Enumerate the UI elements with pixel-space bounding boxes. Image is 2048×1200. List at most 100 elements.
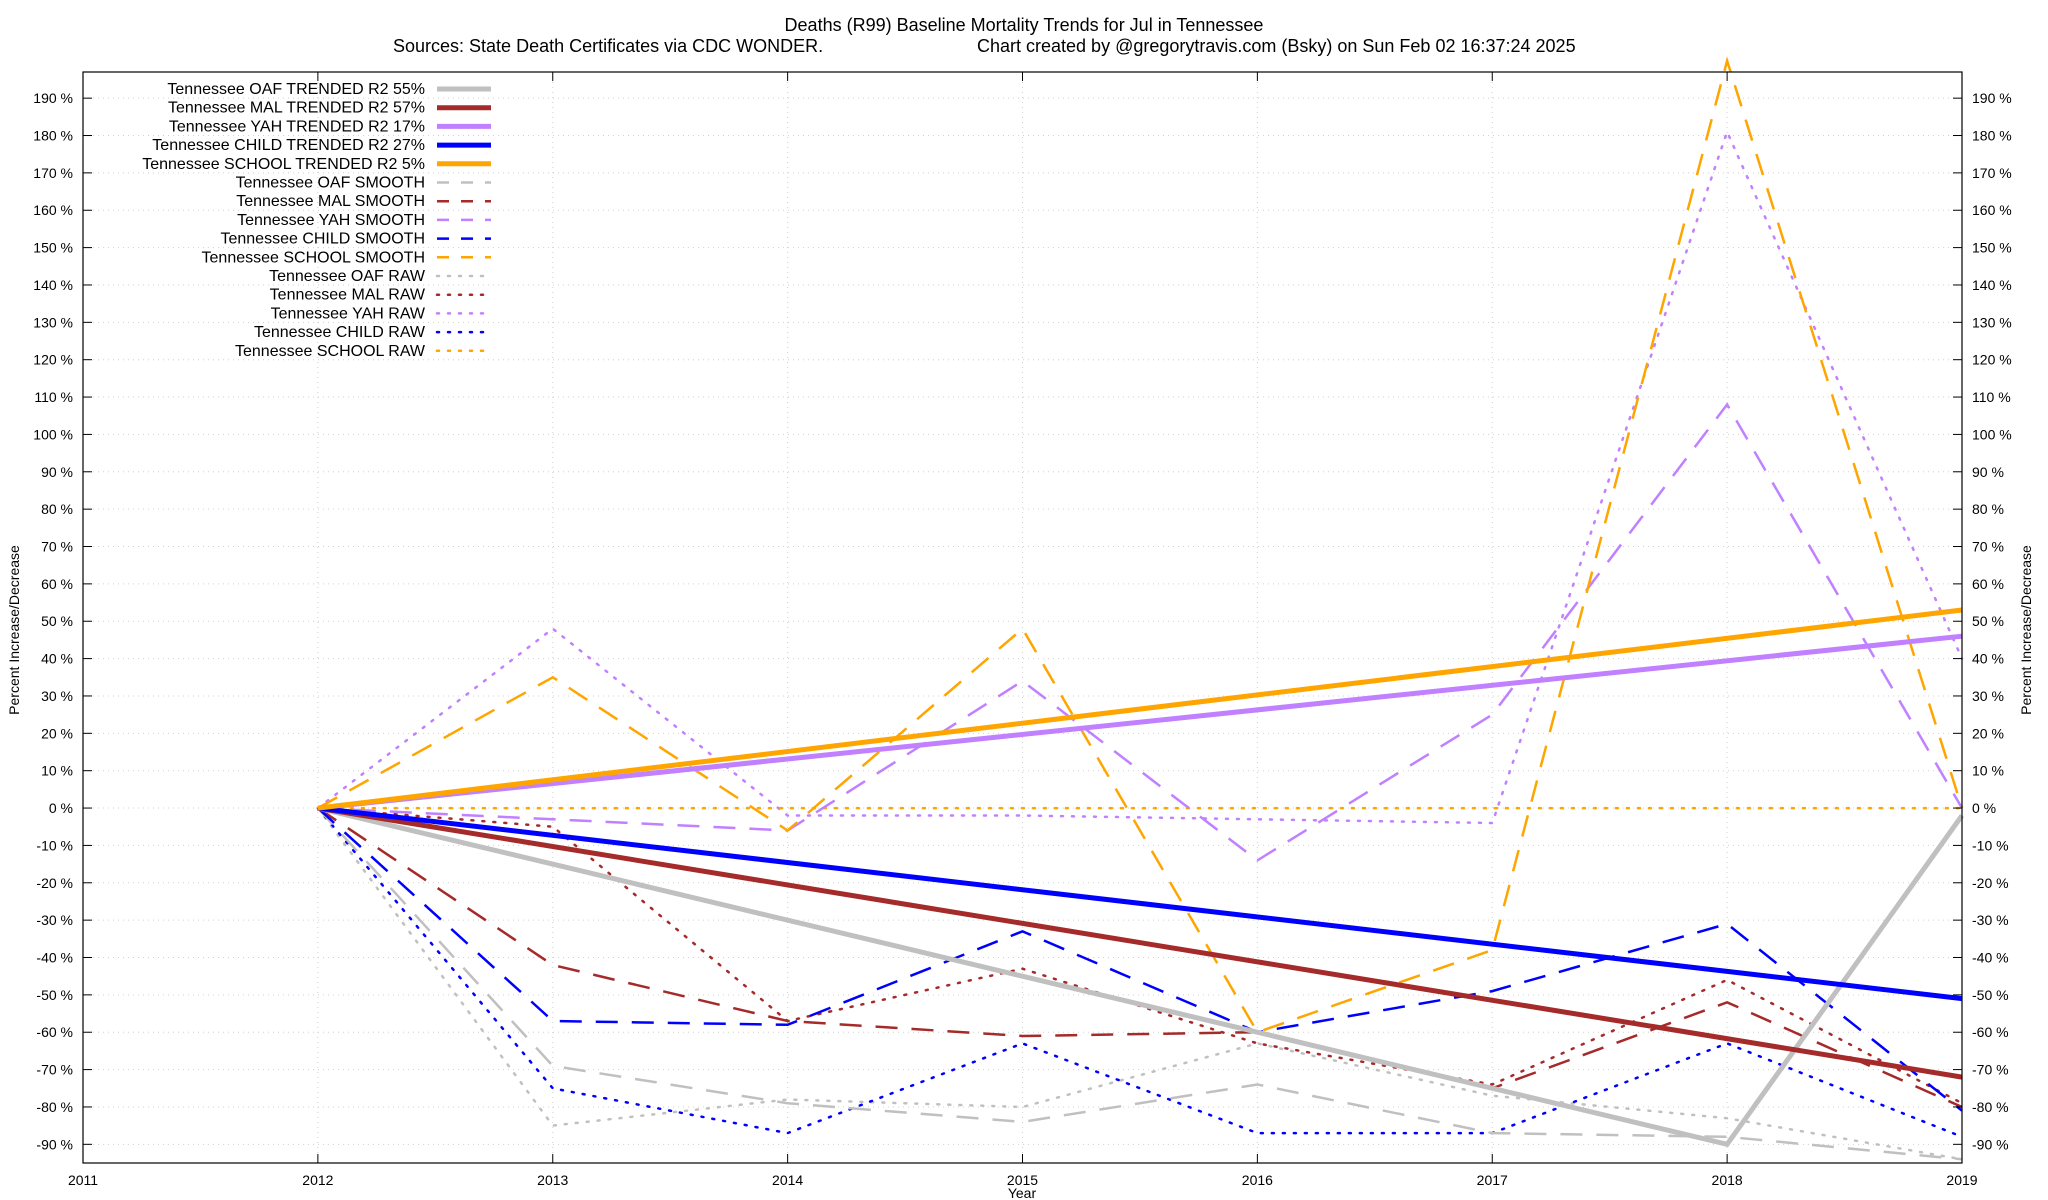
y-tick-label-right: -70 %	[1972, 1062, 2009, 1078]
y-tick-label-right: 70 %	[1972, 539, 2004, 555]
legend-label: Tennessee OAF TRENDED R2 55%	[167, 81, 425, 98]
y-tick-label-right: 20 %	[1972, 725, 2004, 741]
x-tick-label: 2013	[537, 1172, 568, 1188]
y-tick-label-left: 70 %	[41, 539, 73, 555]
y-tick-label-right: 90 %	[1972, 464, 2004, 480]
series-line-tennessee-yah-raw	[316, 128, 1964, 825]
legend-label: Tennessee MAL SMOOTH	[236, 193, 425, 210]
y-tick-label-left: 30 %	[41, 688, 73, 704]
y-tick-label-right: 80 %	[1972, 501, 2004, 517]
legend-label: Tennessee CHILD RAW	[254, 324, 426, 341]
y-axis-label-right: Percent Increase/Decrease	[2018, 545, 2034, 715]
legend-label: Tennessee YAH TRENDED R2 17%	[169, 118, 425, 135]
legend-label: Tennessee OAF RAW	[269, 268, 426, 285]
y-tick-label-left: 160 %	[33, 202, 73, 218]
y-tick-label-left: 110 %	[34, 389, 73, 405]
y-tick-label-right: -30 %	[1972, 912, 2009, 928]
series-line-tennessee-yah-trended-r2-17	[317, 633, 1963, 811]
y-tick-label-right: 110 %	[1972, 389, 2011, 405]
x-tick-label: 2014	[772, 1172, 803, 1188]
x-tick-label: 2019	[1946, 1172, 1977, 1188]
y-tick-label-left: 40 %	[41, 651, 73, 667]
legend-label: Tennessee CHILD TRENDED R2 27%	[152, 137, 425, 154]
legend-label: Tennessee MAL RAW	[270, 287, 426, 304]
y-axis-label-left: Percent Increase/Decrease	[6, 545, 22, 715]
y-tick-label-left: 60 %	[41, 576, 73, 592]
legend-label: Tennessee YAH RAW	[271, 305, 426, 322]
x-tick-label: 2017	[1477, 1172, 1508, 1188]
y-tick-label-right: -20 %	[1972, 875, 2009, 891]
legend-label: Tennessee CHILD SMOOTH	[220, 231, 425, 248]
y-tick-label-left: 130 %	[33, 314, 73, 330]
x-tick-label: 2016	[1242, 1172, 1273, 1188]
y-tick-label-right: -60 %	[1972, 1024, 2009, 1040]
y-tick-label-left: 170 %	[33, 165, 73, 181]
series-line-tennessee-child-raw	[316, 806, 1964, 1139]
y-tick-label-right: 180 %	[1972, 128, 2012, 144]
y-tick-label-left: 120 %	[33, 352, 73, 368]
y-tick-label-right: -10 %	[1972, 837, 2009, 853]
y-tick-label-right: 150 %	[1972, 240, 2012, 256]
y-tick-label-left: -80 %	[36, 1099, 73, 1115]
series-line-tennessee-child-trended-r2-27	[317, 805, 1963, 1002]
y-tick-label-left: -30 %	[36, 912, 73, 928]
axis-ticks: -90 % -90 % -80 % -80 % -70 % -70 % -60 % -60 %…	[33, 72, 2012, 1188]
y-tick-label-left: 20 %	[41, 725, 73, 741]
y-tick-label-left: 80 %	[41, 501, 73, 517]
y-tick-label-left: 0 %	[49, 800, 73, 816]
series-line-tennessee-mal-trended-r2-57	[317, 805, 1963, 1080]
x-axis-label: Year	[1008, 1185, 1037, 1200]
y-tick-label-left: -60 %	[36, 1024, 73, 1040]
x-tick-label: 2018	[1712, 1172, 1743, 1188]
y-tick-label-left: 100 %	[33, 426, 73, 442]
y-tick-label-right: 50 %	[1972, 613, 2004, 629]
y-tick-label-left: -90 %	[36, 1136, 73, 1152]
x-tick-label: 2012	[302, 1172, 333, 1188]
y-tick-label-right: -40 %	[1972, 950, 2009, 966]
legend-label: Tennessee SCHOOL SMOOTH	[202, 249, 425, 266]
grid-lines	[83, 72, 1962, 1163]
y-tick-label-left: 10 %	[41, 763, 73, 779]
series-line-tennessee-school-trended-r2-5	[317, 607, 1963, 811]
y-tick-label-right: 170 %	[1972, 165, 2012, 181]
y-tick-label-left: 90 %	[41, 464, 73, 480]
x-tick-label: 2011	[68, 1172, 98, 1188]
y-tick-label-left: 50 %	[41, 613, 73, 629]
y-tick-label-right: 130 %	[1972, 314, 2012, 330]
chart-subtitle-credit: Chart created by @gregorytravis.com (Bsk…	[977, 36, 1576, 56]
legend-label: Tennessee SCHOOL RAW	[235, 343, 426, 360]
y-tick-label-right: 60 %	[1972, 576, 2004, 592]
plot-series	[316, 56, 1965, 1161]
y-tick-label-right: 0 %	[1972, 800, 1996, 816]
legend: Tennessee OAF TRENDED R2 55% Tennessee MA…	[142, 81, 493, 360]
y-tick-label-left: 180 %	[33, 128, 73, 144]
y-tick-label-right: -80 %	[1972, 1099, 2009, 1115]
y-tick-label-left: 150 %	[33, 240, 73, 256]
y-tick-label-right: -50 %	[1972, 987, 2009, 1003]
y-tick-label-right: 160 %	[1972, 202, 2012, 218]
y-tick-label-right: 10 %	[1972, 763, 2004, 779]
y-tick-label-left: -50 %	[36, 987, 73, 1003]
y-tick-label-right: 140 %	[1972, 277, 2012, 293]
y-tick-label-left: 190 %	[33, 90, 73, 106]
y-tick-label-right: 40 %	[1972, 651, 2004, 667]
chart-subtitle-source: Sources: State Death Certificates via CD…	[393, 36, 823, 56]
legend-label: Tennessee MAL TRENDED R2 57%	[168, 100, 425, 117]
series-line-tennessee-school-smooth	[317, 56, 1964, 1034]
series-line-tennessee-mal-smooth	[317, 807, 1963, 1109]
y-tick-label-right: 100 %	[1972, 426, 2012, 442]
y-tick-label-right: 120 %	[1972, 352, 2012, 368]
legend-label: Tennessee YAH SMOOTH	[237, 212, 425, 229]
y-tick-label-left: -40 %	[36, 950, 73, 966]
y-tick-label-right: 30 %	[1972, 688, 2004, 704]
y-tick-label-left: -10 %	[36, 837, 73, 853]
y-tick-label-left: -70 %	[36, 1062, 73, 1078]
y-tick-label-left: -20 %	[36, 875, 73, 891]
y-tick-label-right: 190 %	[1972, 90, 2012, 106]
y-tick-label-left: 140 %	[33, 277, 73, 293]
legend-label: Tennessee OAF SMOOTH	[236, 175, 425, 192]
legend-label: Tennessee SCHOOL TRENDED R2 5%	[142, 156, 425, 173]
x-tick-label: 2015	[1007, 1172, 1038, 1188]
chart-title: Deaths (R99) Baseline Mortality Trends f…	[785, 15, 1264, 35]
